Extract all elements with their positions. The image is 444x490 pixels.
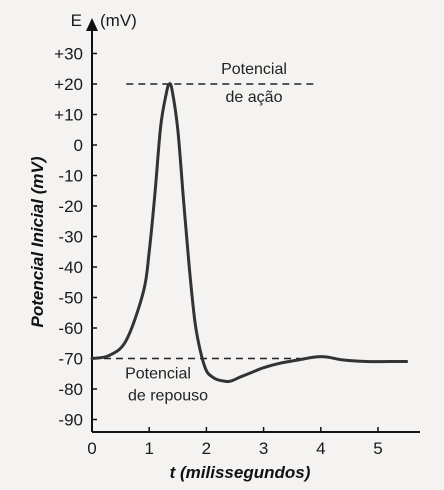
y-tick-label: -70	[58, 350, 83, 369]
y-axis-symbol: E	[71, 11, 82, 30]
reference-lines	[92, 83, 318, 360]
y-tick-label: -90	[58, 411, 83, 430]
action-potential-label-1: Potencial	[221, 61, 287, 78]
x-axis-title: t (milissegundos)	[170, 463, 311, 482]
labels: E (mV) Potencial Inicial (mV) t (milissegun…	[28, 11, 311, 482]
x-tick-label: 4	[316, 439, 325, 458]
y-tick-label: +30	[54, 45, 83, 64]
series-line-0	[90, 82, 409, 383]
y-tick-label: -10	[58, 167, 83, 186]
resting-potential-label-1: Potencial	[125, 366, 191, 383]
y-axis-arrow	[86, 18, 98, 31]
y-tick-label: -50	[58, 289, 83, 308]
y-tick-label: -20	[58, 197, 83, 216]
x-tick-label: 0	[87, 439, 96, 458]
x-tick-label: 5	[373, 439, 382, 458]
y-tick-label: -40	[58, 258, 83, 277]
x-tick-label: 2	[202, 439, 211, 458]
y-tick-label: +20	[54, 75, 83, 94]
x-tick-label: 3	[259, 439, 268, 458]
action-potential-label-2: de ação	[226, 89, 283, 106]
y-axis-title: Potencial Inicial (mV)	[28, 156, 47, 327]
series-layer	[90, 82, 409, 383]
y-axis-unit: (mV)	[100, 11, 137, 30]
axes: +30+20+100-10-20-30-40-50-60-70-80-900 1 2…	[54, 18, 420, 458]
x-tick-label: 1	[144, 439, 153, 458]
y-tick-label: 0	[74, 136, 83, 155]
y-tick-label: -30	[58, 228, 83, 247]
y-tick-label: -60	[58, 319, 83, 338]
y-tick-label: +10	[54, 106, 83, 125]
resting-potential-label-2: de repouso	[128, 388, 208, 405]
y-tick-label: -80	[58, 380, 83, 399]
